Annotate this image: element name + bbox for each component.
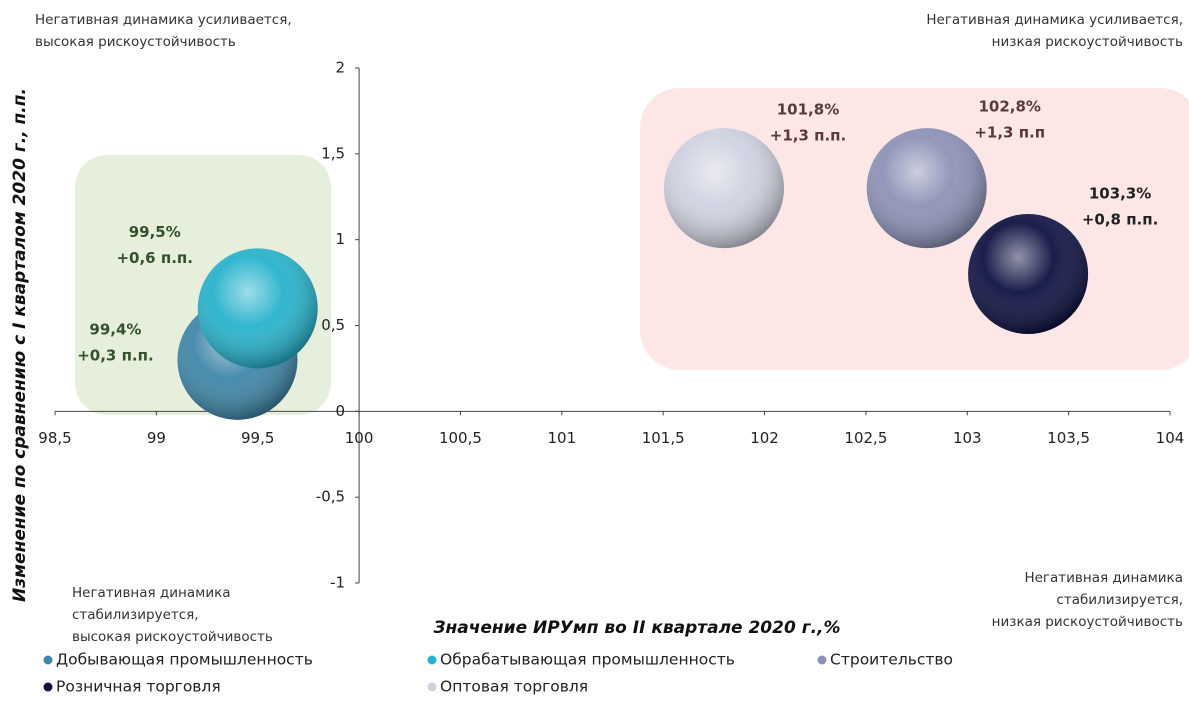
quadrant-note: стабилизируется, (72, 607, 199, 623)
y-tick-label: 0,5 (321, 316, 345, 334)
data-label-y: +1,3 п.п (974, 124, 1045, 142)
data-label-x: 99,5% (129, 223, 181, 241)
legend-label: Обрабатывающая промышленность (440, 651, 735, 669)
y-axis-title: Изменение по сравнению с I кварталом 202… (10, 88, 30, 602)
data-label-y: +0,3 п.п. (77, 346, 154, 364)
x-tick-label: 100,5 (439, 429, 482, 447)
x-tick-label: 103 (953, 429, 982, 447)
y-tick-label: 0 (336, 402, 346, 420)
x-tick-label: 103,5 (1047, 429, 1090, 447)
data-label-y: +0,6 п.п. (116, 249, 193, 267)
legend-marker (427, 682, 437, 692)
quadrant-note: Негативная динамика усиливается, (35, 12, 292, 28)
x-tick-label: 99,5 (241, 429, 274, 447)
legend-marker (427, 655, 437, 665)
legend-label: Строительство (830, 651, 953, 669)
x-tick-label: 100 (345, 429, 374, 447)
data-label-y: +1,3 п.п. (770, 127, 847, 145)
x-tick-label: 104 (1156, 429, 1185, 447)
quadrant-note: низкая рискоустойчивость (992, 34, 1183, 50)
legend-marker (817, 655, 827, 665)
y-tick-label: 2 (336, 59, 346, 77)
x-tick-label: 101 (547, 429, 576, 447)
x-tick-label: 99 (147, 429, 166, 447)
quadrant-note: высокая рискоустойчивость (72, 629, 273, 645)
x-axis-title: Значение ИРУмп во II квартале 2020 г.,% (432, 618, 840, 638)
legend-label: Оптовая торговля (440, 678, 588, 696)
y-tick-label: -1 (330, 574, 345, 592)
y-tick-label: -0,5 (316, 488, 345, 506)
data-label-x: 99,4% (89, 320, 141, 338)
quadrant-note: низкая рискоустойчивость (992, 614, 1183, 630)
data-label-y: +0,8 п.п. (1082, 211, 1159, 229)
data-label-x: 101,8% (777, 101, 839, 119)
x-tick-label: 101,5 (642, 429, 685, 447)
legend-label: Розничная торговля (56, 678, 221, 696)
data-label-x: 103,3% (1089, 185, 1151, 203)
x-tick-label: 102,5 (844, 429, 887, 447)
quadrant-note: высокая рискоустойчивость (35, 34, 236, 50)
quadrant-note: Негативная динамика (72, 585, 231, 601)
quadrant-note: Негативная динамика (1024, 570, 1183, 586)
bubble-shade (968, 214, 1089, 334)
legend-marker (43, 655, 53, 665)
x-tick-label: 98,5 (38, 429, 71, 447)
x-tick-label: 102 (750, 429, 779, 447)
y-tick-label: 1,5 (321, 144, 345, 162)
quadrant-note: стабилизируется, (1056, 592, 1183, 608)
bubble-shade (866, 128, 987, 249)
y-tick-label: 1 (336, 230, 346, 248)
bubble-shade (197, 248, 318, 369)
legend-marker (43, 682, 53, 692)
data-label-x: 102,8% (978, 98, 1040, 116)
bubble-shade (664, 128, 784, 249)
quadrant-note: Негативная динамика усиливается, (926, 12, 1183, 28)
legend-label: Добывающая промышленность (56, 651, 313, 669)
